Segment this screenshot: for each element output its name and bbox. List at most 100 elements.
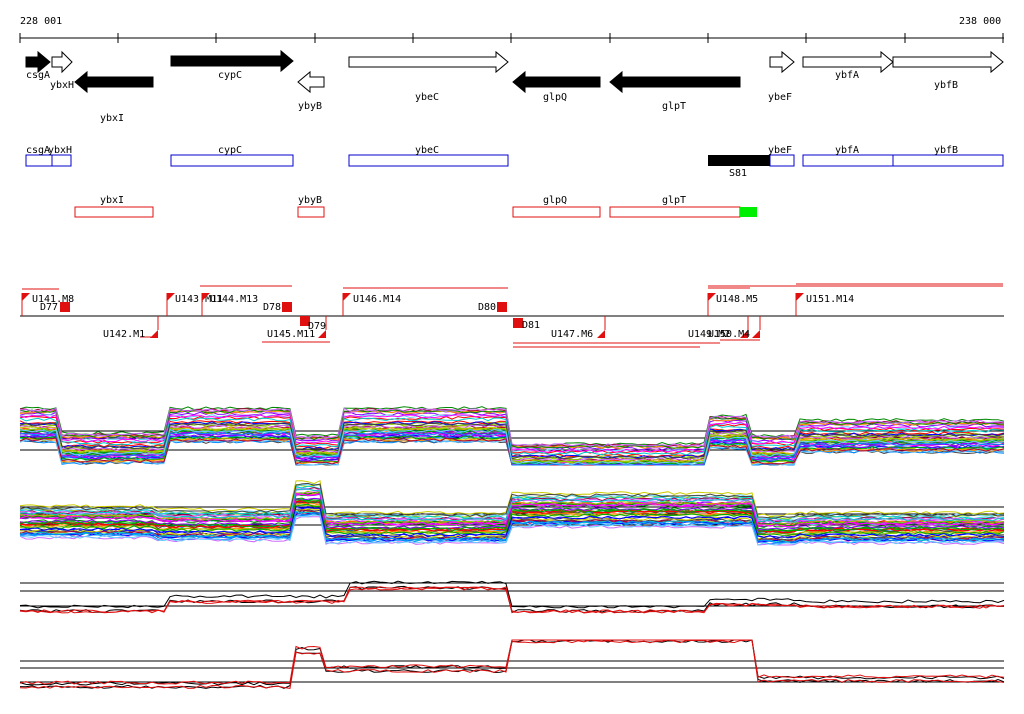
transcript-label: U142.M1 [103, 329, 145, 340]
transcript-label: U146.M14 [353, 294, 401, 305]
transcript-label: U150.M4 [708, 329, 750, 340]
gene-label-ybyB: ybyB [298, 101, 322, 112]
expression-trace [19, 639, 1005, 686]
gene-label-glpQ: glpQ [543, 92, 567, 103]
reverse-gene-track: ybxI ybyB glpQ glpT [74, 195, 757, 218]
expression-trace [19, 488, 1005, 524]
transcript-track: U141.M8D77U142.M1U143.M11U144.M13D78D79U… [20, 283, 1004, 348]
reverse-box-ybxI [74, 206, 154, 218]
gene-label-ybfB: ybfB [934, 80, 958, 91]
expression-trace [19, 414, 1005, 453]
reverse-box-glpT [609, 206, 741, 218]
expression-trace [19, 492, 1005, 528]
transcript-marker [167, 293, 175, 301]
transcript-label: U143.M11 [175, 294, 223, 305]
gene-arrow-ybyB [297, 70, 325, 94]
reverse-box-label-ybxI: ybxI [100, 195, 124, 206]
gene-arrow-ybxH [51, 50, 73, 74]
expression-trace [19, 422, 1005, 460]
gene-label-glpT: glpT [662, 101, 686, 112]
gene-arrow-ybfA [802, 50, 894, 74]
gene-arrow-ybxI [74, 70, 154, 94]
ruler-ticks [19, 33, 1004, 43]
transcript-label: U148.M5 [716, 294, 758, 305]
expression-trace [19, 407, 1005, 448]
forward-box-label-ybeC: ybeC [415, 145, 439, 156]
ruler-end-coordinate: 238 000 [959, 16, 1001, 27]
transcript-marker [497, 302, 507, 312]
transcript-label: D80 [478, 302, 496, 313]
transcript-label: D81 [522, 320, 540, 331]
reverse-box-label-glpQ: glpQ [543, 195, 567, 206]
expression-trace [19, 511, 1005, 544]
gene-label-csgA: csgA [26, 70, 50, 81]
expression-trace [19, 503, 1005, 536]
forward-box-label-ybfB: ybfB [934, 145, 958, 156]
forward-box-label-cypC: cypC [218, 145, 242, 156]
expression-trace [20, 431, 1005, 466]
transcript-marker [60, 302, 70, 312]
expression-trace [19, 417, 1005, 456]
feature-block [708, 155, 770, 166]
coordinate-ruler: 228 001 238 000 [19, 16, 1004, 43]
expression-trace [19, 482, 1005, 519]
expression-trace [19, 504, 1005, 535]
forward-box-ybxH [51, 154, 72, 167]
expression-trace [19, 479, 1005, 517]
transcript-label: D79 [308, 321, 326, 332]
transcript-label: U147.M6 [551, 329, 593, 340]
expression-trace [19, 485, 1005, 522]
gene-label-ybfA: ybfA [835, 70, 859, 81]
forward-box-cypC [170, 154, 294, 167]
gene-arrow-cypC [170, 49, 294, 73]
expression-trace [19, 586, 1005, 614]
ruler-start-coordinate: 228 001 [20, 16, 62, 27]
expression-trace [19, 585, 1004, 614]
transcript-marker [318, 330, 326, 338]
expression-panels [19, 406, 1005, 689]
expression-trace [19, 639, 1005, 685]
transcript-label: U141.M8 [32, 294, 74, 305]
transcript-marker [597, 330, 605, 338]
feature-label: S81 [729, 168, 747, 179]
gene-arrow-ybeC [348, 50, 509, 74]
expression-trace [19, 580, 1005, 609]
transcript-marker [150, 330, 158, 338]
forward-box-csgA [25, 154, 53, 167]
reverse-box-glpQ [512, 206, 601, 218]
forward-box-ybfB [892, 154, 1004, 167]
expression-trace [19, 514, 1005, 546]
transcript-marker [796, 293, 804, 301]
gene-arrow-glpT [609, 70, 741, 94]
transcript-marker [708, 293, 716, 301]
transcript-marker [282, 302, 292, 312]
gene-arrow-csgA [25, 50, 51, 74]
forward-strand-summary [19, 580, 1005, 614]
transcript-label: U144.M13 [210, 294, 258, 305]
transcript-marker [740, 330, 748, 338]
reverse-strand-samples [19, 479, 1005, 546]
transcript-marker [513, 318, 523, 328]
transcript-marker [202, 293, 210, 301]
forward-box-label-csgA: csgA [26, 145, 50, 156]
forward-box-ybfA [802, 154, 894, 167]
gene-label-ybeC: ybeC [415, 92, 439, 103]
expression-trace [19, 409, 1005, 449]
expression-trace [19, 639, 1005, 689]
transcript-marker [752, 330, 760, 338]
forward-box-label-ybxH: ybxH [48, 145, 72, 156]
forward-box-ybeF [769, 154, 795, 167]
transcript-marker [22, 293, 30, 301]
transcript-label: U145.M11 [267, 329, 315, 340]
gene-label-ybeF: ybeF [768, 92, 792, 103]
reverse-box-ybyB [297, 206, 325, 218]
forward-strand-samples [19, 406, 1005, 466]
reverse-box-label-glpT: glpT [662, 195, 686, 206]
forward-box-label-ybeF: ybeF [768, 145, 792, 156]
expression-trace [19, 497, 1005, 531]
transcript-label: U151.M14 [806, 294, 854, 305]
expression-trace [19, 428, 1005, 465]
expression-trace [19, 499, 1005, 533]
